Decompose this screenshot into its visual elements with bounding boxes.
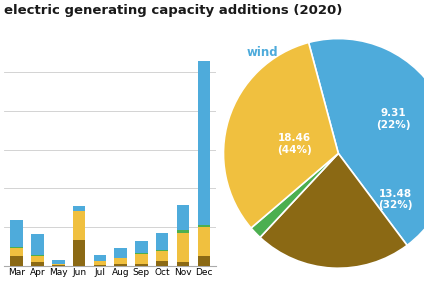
Bar — [94, 255, 106, 261]
Bar — [94, 261, 106, 265]
Bar — [73, 212, 85, 240]
Text: 13.48
(32%): 13.48 (32%) — [379, 189, 413, 210]
Bar — [135, 253, 148, 254]
Bar — [11, 248, 23, 256]
Bar — [94, 265, 106, 266]
Bar — [52, 265, 64, 266]
Text: electric generating capacity additions (2020): electric generating capacity additions (… — [4, 4, 343, 17]
Wedge shape — [251, 153, 338, 237]
Bar — [198, 61, 210, 225]
Wedge shape — [223, 42, 338, 228]
Bar — [31, 262, 44, 266]
Bar — [11, 256, 23, 266]
Bar — [52, 260, 64, 263]
Bar — [135, 241, 148, 253]
Bar — [177, 230, 189, 233]
Bar — [198, 227, 210, 256]
Bar — [156, 261, 168, 266]
Bar — [156, 233, 168, 250]
Wedge shape — [309, 39, 424, 245]
Bar — [198, 256, 210, 266]
Bar — [156, 250, 168, 251]
Bar — [11, 220, 23, 247]
Bar — [52, 263, 64, 265]
Text: wind: wind — [246, 46, 278, 59]
Text: 18.46
(44%): 18.46 (44%) — [277, 133, 312, 155]
Bar — [73, 240, 85, 266]
Bar — [156, 251, 168, 261]
Bar — [31, 256, 44, 262]
Bar — [135, 254, 148, 263]
Bar — [114, 248, 127, 258]
Bar — [11, 247, 23, 248]
Text: 9.31
(22%): 9.31 (22%) — [376, 108, 411, 130]
Bar — [114, 263, 127, 266]
Bar — [198, 225, 210, 227]
Bar — [135, 263, 148, 266]
Wedge shape — [260, 153, 407, 268]
Bar — [177, 205, 189, 230]
Bar — [177, 262, 189, 266]
Bar — [31, 255, 44, 256]
Bar — [31, 234, 44, 255]
Bar — [177, 233, 189, 262]
Bar — [114, 258, 127, 263]
Bar — [73, 206, 85, 212]
